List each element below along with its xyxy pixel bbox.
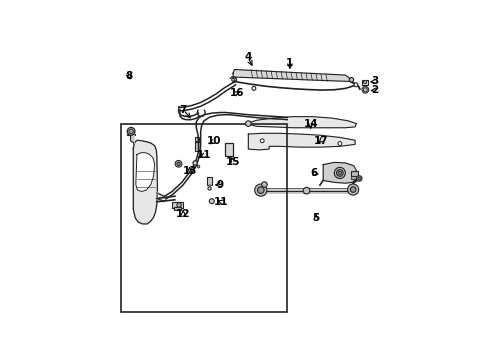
- Circle shape: [354, 83, 358, 87]
- Circle shape: [127, 127, 135, 135]
- Circle shape: [175, 161, 182, 167]
- Polygon shape: [233, 69, 351, 81]
- Circle shape: [262, 182, 267, 187]
- Polygon shape: [248, 117, 356, 128]
- Text: 7: 7: [179, 105, 187, 115]
- Circle shape: [347, 184, 359, 195]
- Bar: [351, 171, 358, 176]
- Bar: [172, 202, 183, 208]
- Polygon shape: [323, 162, 356, 183]
- Circle shape: [193, 161, 197, 165]
- Text: 1: 1: [286, 58, 294, 68]
- Bar: [362, 80, 368, 85]
- Circle shape: [338, 141, 342, 145]
- Bar: [225, 143, 233, 156]
- Circle shape: [252, 86, 256, 90]
- Bar: [195, 138, 199, 141]
- Circle shape: [245, 121, 251, 126]
- Circle shape: [356, 176, 362, 181]
- Text: 16: 16: [229, 88, 244, 98]
- Text: 17: 17: [314, 136, 328, 146]
- Circle shape: [350, 187, 356, 192]
- Circle shape: [338, 171, 342, 175]
- Polygon shape: [136, 153, 155, 192]
- Text: 11: 11: [214, 197, 228, 207]
- Circle shape: [337, 170, 343, 176]
- Text: 8: 8: [125, 71, 133, 81]
- Circle shape: [349, 77, 354, 82]
- Text: 12: 12: [176, 209, 191, 219]
- Circle shape: [260, 139, 264, 143]
- Circle shape: [209, 199, 214, 204]
- Circle shape: [362, 86, 368, 93]
- Circle shape: [177, 203, 181, 207]
- Text: 4: 4: [244, 52, 251, 62]
- Circle shape: [303, 187, 310, 194]
- Bar: [127, 134, 135, 135]
- Text: 15: 15: [226, 157, 241, 167]
- Bar: [174, 207, 181, 210]
- Text: 2: 2: [371, 85, 378, 95]
- Text: 10: 10: [207, 136, 222, 146]
- Text: 14: 14: [303, 119, 318, 129]
- Polygon shape: [130, 133, 134, 144]
- Text: 3: 3: [371, 76, 378, 86]
- Bar: [121, 123, 287, 312]
- Circle shape: [358, 177, 361, 180]
- Polygon shape: [133, 140, 157, 224]
- Circle shape: [129, 129, 133, 134]
- Circle shape: [177, 162, 180, 166]
- Polygon shape: [248, 133, 355, 150]
- Text: 11: 11: [197, 150, 211, 161]
- Circle shape: [258, 187, 264, 193]
- Circle shape: [364, 80, 367, 84]
- Circle shape: [208, 187, 211, 190]
- Circle shape: [334, 167, 345, 179]
- Bar: [351, 176, 356, 179]
- Bar: [195, 141, 200, 151]
- Circle shape: [232, 78, 235, 81]
- Circle shape: [197, 165, 200, 168]
- Text: 5: 5: [313, 213, 320, 223]
- Text: 9: 9: [217, 180, 223, 190]
- Text: 13: 13: [182, 166, 197, 176]
- Text: 6: 6: [311, 168, 318, 179]
- Bar: [207, 177, 212, 185]
- Circle shape: [255, 184, 267, 196]
